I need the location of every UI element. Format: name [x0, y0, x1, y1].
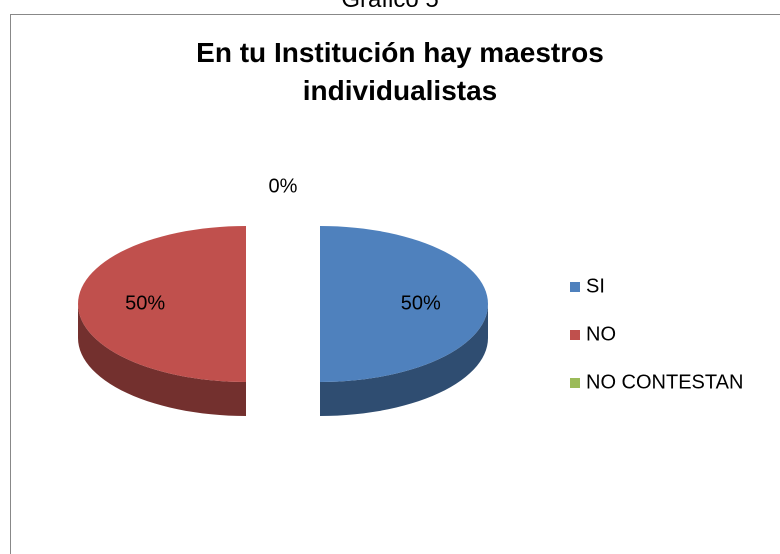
legend-label: NO CONTESTAN — [586, 371, 743, 393]
caption: Gráfico 5 — [0, 0, 780, 14]
legend-label: SI — [586, 275, 605, 297]
legend-swatch — [570, 330, 580, 340]
chart-title: En tu Institución hay maestros individua… — [196, 37, 604, 106]
data-label: 50% — [125, 292, 165, 314]
chart-frame — [10, 14, 780, 554]
legend-swatch — [570, 282, 580, 292]
slice-side — [320, 304, 488, 416]
slice — [320, 226, 488, 382]
legend-swatch — [570, 378, 580, 388]
data-label: 0% — [269, 175, 298, 197]
slice — [78, 226, 246, 382]
data-label: 50% — [401, 292, 441, 314]
slice-side — [78, 304, 246, 416]
legend-label: NO — [586, 323, 616, 345]
